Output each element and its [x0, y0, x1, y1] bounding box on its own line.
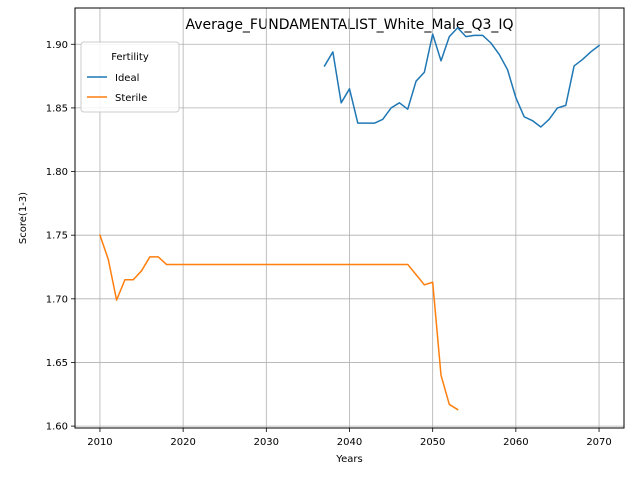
legend-label-ideal: Ideal: [115, 73, 139, 84]
y-tick-label: 1.85: [46, 103, 68, 114]
x-tick-label: 2040: [337, 437, 362, 448]
legend-title: Fertility: [111, 52, 149, 63]
x-tick-label: 2020: [170, 437, 195, 448]
y-tick-label: 1.60: [46, 422, 68, 433]
y-tick-label: 1.90: [46, 40, 68, 51]
legend-box: [80, 41, 180, 113]
series-line-sterile: [98, 234, 459, 411]
y-tick-label: 1.75: [46, 231, 68, 242]
x-tick-label: 2050: [420, 437, 445, 448]
x-tick-label: 2070: [586, 437, 611, 448]
legend: Fertility Ideal Sterile: [80, 41, 180, 113]
y-axis-label: Score(1-3): [18, 192, 29, 244]
x-tick-label: 2060: [503, 437, 528, 448]
series-line-ideal: [323, 26, 601, 128]
x-tick-label: 2030: [254, 437, 279, 448]
y-tick-label: 1.70: [46, 294, 68, 305]
tick-layer: 2010 2020 2030 2040 2050 2060 2070 1.60 1.65 1.70…: [46, 40, 612, 448]
legend-label-sterile: Sterile: [115, 93, 147, 104]
y-tick-label: 1.65: [46, 358, 68, 369]
x-tick-label: 2010: [87, 437, 112, 448]
grid-layer: [75, 8, 624, 428]
x-axis-label: Years: [335, 454, 362, 465]
y-tick-label: 1.80: [46, 167, 68, 178]
series-layer: [98, 26, 601, 411]
